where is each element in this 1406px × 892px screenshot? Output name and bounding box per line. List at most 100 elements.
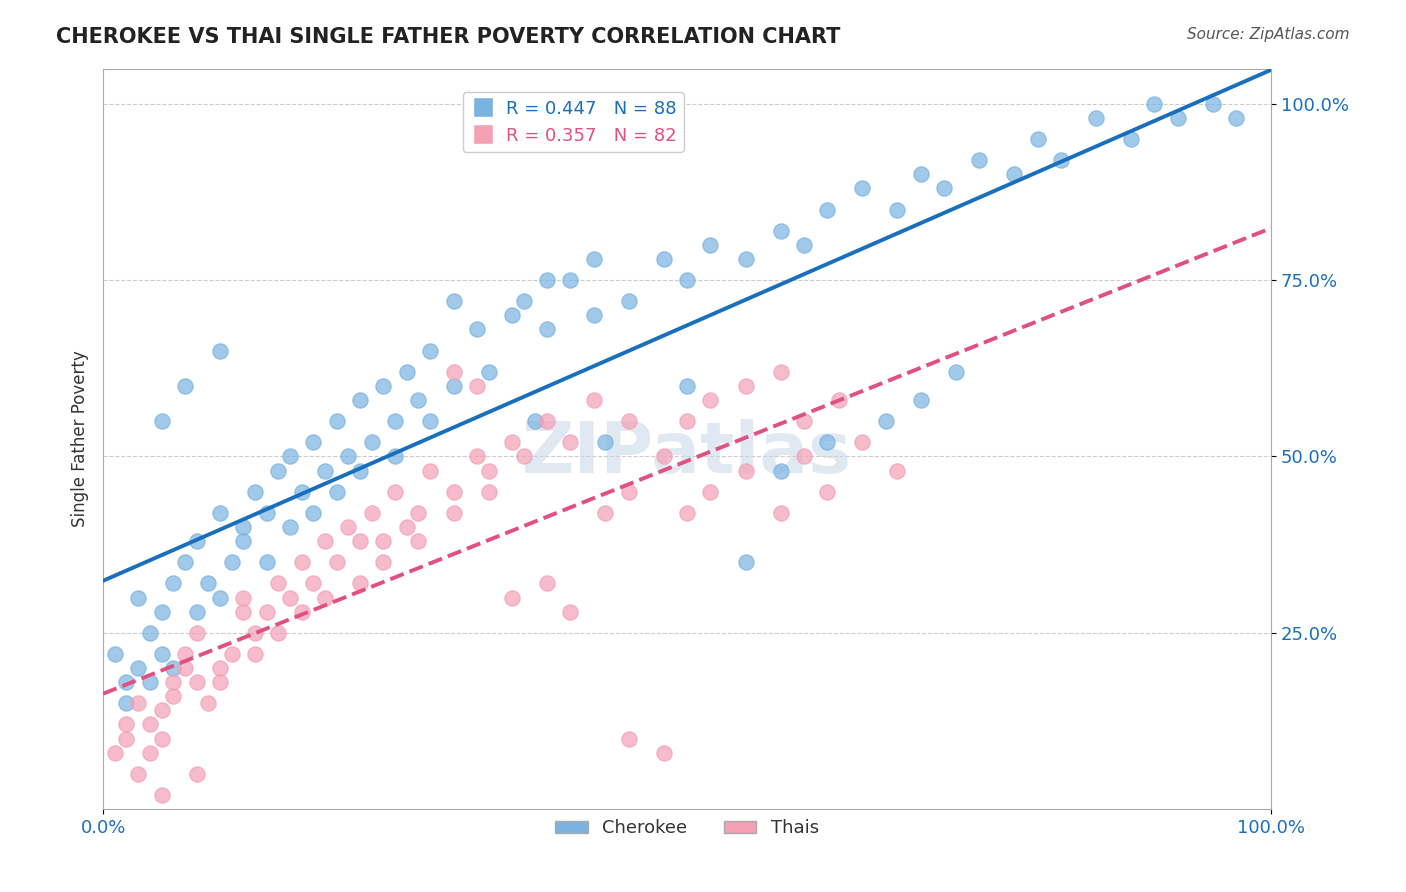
Point (186, 534, 208, 549)
Point (150, 788, 173, 802)
Point (408, 534, 430, 549)
Point (932, 181, 955, 195)
Point (127, 767, 149, 781)
Point (560, 273, 582, 287)
Point (243, 625, 266, 640)
Point (560, 435, 582, 450)
Point (699, 484, 721, 499)
Point (173, 661, 195, 675)
Point (139, 746, 162, 760)
Point (162, 661, 184, 675)
Point (162, 675, 184, 690)
Point (769, 365, 792, 379)
Point (267, 576, 290, 591)
Point (512, 450, 534, 464)
Point (769, 464, 792, 478)
Point (734, 555, 756, 569)
Point (886, 464, 908, 478)
Point (232, 534, 254, 549)
Point (197, 576, 219, 591)
Point (162, 576, 184, 591)
Point (256, 506, 278, 520)
Point (886, 202, 908, 217)
Point (232, 520, 254, 534)
Point (699, 238, 721, 252)
Point (945, 365, 967, 379)
Point (815, 202, 838, 217)
Text: ZIPatlas: ZIPatlas (522, 419, 852, 488)
Point (512, 294, 534, 309)
Point (186, 605, 208, 619)
Point (676, 414, 699, 428)
Point (419, 414, 441, 428)
Point (325, 484, 347, 499)
Point (139, 717, 162, 731)
Point (208, 591, 231, 605)
Point (395, 520, 418, 534)
Point (1002, 167, 1025, 181)
Point (243, 484, 266, 499)
Point (443, 484, 465, 499)
Point (910, 392, 932, 407)
Point (232, 605, 254, 619)
Point (851, 181, 873, 195)
Point (325, 414, 347, 428)
Point (815, 484, 838, 499)
Point (536, 576, 558, 591)
Point (173, 647, 195, 661)
Point (337, 450, 360, 464)
Point (1143, 96, 1166, 111)
Point (278, 520, 301, 534)
Point (1084, 111, 1107, 125)
Point (652, 746, 675, 760)
Point (465, 322, 488, 336)
Point (232, 591, 254, 605)
Point (349, 534, 371, 549)
Point (150, 731, 173, 746)
Point (186, 625, 208, 640)
Point (104, 647, 127, 661)
Point (699, 392, 721, 407)
Point (465, 450, 488, 464)
Point (115, 675, 138, 690)
Point (501, 435, 523, 450)
Point (291, 555, 314, 569)
Point (793, 238, 815, 252)
Point (793, 414, 815, 428)
Point (150, 703, 173, 717)
Point (617, 414, 640, 428)
Point (734, 252, 756, 266)
Point (208, 661, 231, 675)
Point (582, 252, 605, 266)
Point (1167, 111, 1189, 125)
Point (314, 591, 336, 605)
Point (208, 343, 231, 358)
Point (769, 506, 792, 520)
Point (186, 675, 208, 690)
Point (127, 661, 149, 675)
Point (617, 294, 640, 309)
Point (443, 506, 465, 520)
Point (815, 435, 838, 450)
Point (349, 576, 371, 591)
Point (115, 717, 138, 731)
Point (465, 379, 488, 393)
Point (1026, 132, 1049, 146)
Point (501, 309, 523, 323)
Point (162, 690, 184, 704)
Point (1050, 153, 1073, 168)
Point (595, 435, 617, 450)
Point (875, 414, 897, 428)
Point (443, 294, 465, 309)
Point (477, 484, 499, 499)
Point (150, 414, 173, 428)
Point (477, 365, 499, 379)
Point (291, 484, 314, 499)
Point (477, 464, 499, 478)
Point (595, 506, 617, 520)
Point (384, 484, 406, 499)
Point (419, 464, 441, 478)
Point (302, 435, 325, 450)
Point (256, 555, 278, 569)
Point (582, 392, 605, 407)
